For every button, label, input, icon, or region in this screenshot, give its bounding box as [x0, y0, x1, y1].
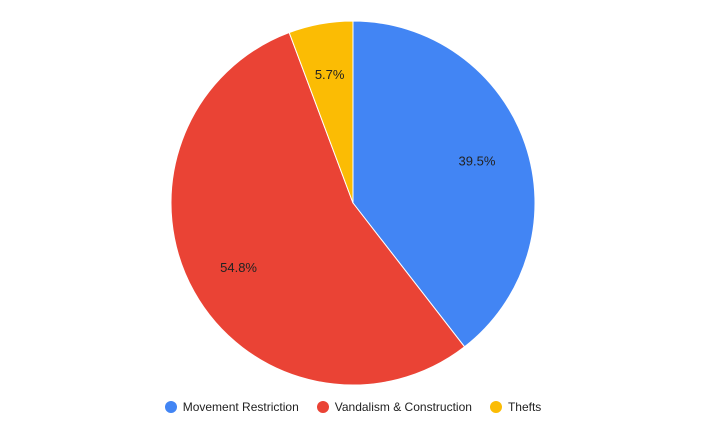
legend-item-vandalism-and-construction: Vandalism & Construction: [316, 400, 472, 414]
pie-slice-label-movement-restriction: 39.5%: [459, 154, 496, 169]
legend-color-dot: [316, 401, 329, 413]
pie-slice-thefts: [288, 20, 354, 204]
pie-slice-vandalism-and-construction: [170, 31, 466, 386]
legend-item-thefts: Thefts: [489, 400, 542, 414]
pie-slice-label-thefts: 5.7%: [315, 67, 345, 82]
legend-color-dot: [164, 401, 177, 413]
legend-color-dot: [489, 401, 502, 413]
pie-slice-labels: 39.5% 54.8% 5.7%: [220, 67, 496, 275]
legend-label: Movement Restriction: [182, 400, 299, 414]
pie-slices: [170, 20, 536, 386]
pie-slice-movement-restriction: [352, 20, 536, 348]
legend-label: Thefts: [507, 400, 542, 414]
chart-legend: Movement Restriction Vandalism & Construc…: [0, 398, 706, 416]
legend-label: Vandalism & Construction: [334, 400, 472, 414]
pie-slice-label-vandalism-and-construction: 54.8%: [220, 260, 257, 275]
legend-item-movement-restriction: Movement Restriction: [164, 400, 299, 414]
